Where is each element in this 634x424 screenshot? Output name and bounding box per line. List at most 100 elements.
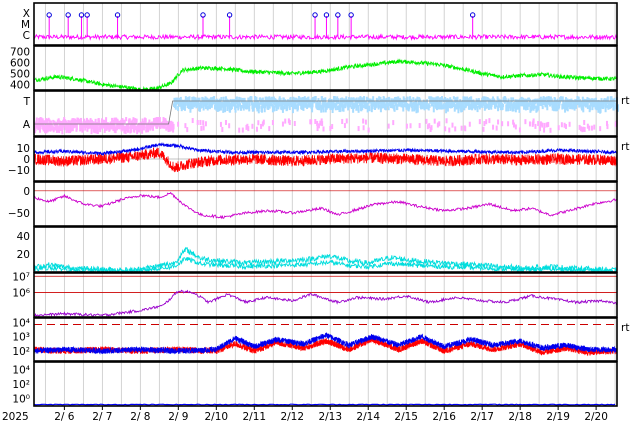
sector-t-mark [406, 96, 409, 102]
sector-t-mark [496, 100, 499, 104]
sector-t-mark [349, 100, 352, 108]
sector-t-mark [483, 96, 486, 103]
sector-t-mark [547, 101, 550, 105]
sector-a-mark [125, 117, 128, 122]
sector-a-mark [85, 117, 88, 125]
sector-a-mark [436, 122, 439, 128]
sector-t-mark [468, 96, 471, 103]
sector-t-mark [346, 100, 349, 108]
sector-a-mark [316, 126, 319, 132]
sector-a-mark [202, 120, 205, 126]
sector-t-mark [250, 101, 253, 106]
sector-a-mark [160, 121, 163, 126]
sector-t-mark [174, 103, 177, 110]
sector-t-mark [556, 105, 559, 112]
sector-t-mark [293, 97, 296, 106]
sector-t-mark [329, 105, 332, 109]
sector-a-mark [514, 124, 517, 130]
flare-marker [78, 12, 85, 18]
sector-t-mark [364, 100, 367, 104]
sector-t-mark [387, 104, 390, 111]
sector-t-mark [520, 103, 523, 107]
sector-t-mark [493, 99, 496, 104]
sector-t-mark [577, 100, 580, 106]
sector-t-mark [285, 100, 288, 106]
sector-t-mark [202, 104, 205, 111]
sector-t-mark [481, 97, 484, 103]
flare-marker [348, 12, 354, 18]
flare-marker [469, 12, 476, 18]
x-tick-label: 2/ 7 [92, 411, 112, 423]
sector-a-mark [54, 126, 57, 131]
sector-a-mark [55, 125, 58, 133]
sector-t-mark [507, 105, 510, 112]
sector-t-mark [194, 102, 197, 107]
sector-a-mark [83, 118, 86, 127]
sector-t-mark [275, 104, 278, 112]
sector-a-mark [158, 117, 161, 124]
sector-t-mark [231, 98, 234, 107]
sector-t-mark [537, 103, 540, 111]
sector-t-mark [395, 96, 398, 102]
panel-ylabel: A [23, 119, 31, 131]
sector-a-mark [257, 120, 260, 126]
sector-t-mark [239, 97, 242, 101]
panel-frame [33, 90, 618, 137]
sector-t-mark [424, 101, 427, 105]
x-axis: 2025 2/ 6 2/ 7 2/ 8 2/ 9 2/10 2/11 2/12 2/13 2/14… [2, 406, 608, 423]
sector-a-mark [580, 126, 583, 132]
sector-a-mark [513, 122, 516, 128]
sector-t-mark [355, 105, 358, 111]
bt-series [33, 141, 618, 157]
panel-ylabel: C [23, 30, 30, 42]
sector-t-mark [339, 104, 342, 113]
sector-t-mark [611, 98, 614, 102]
sector-a-mark [482, 126, 485, 132]
sector-t-mark [430, 96, 433, 105]
sector-t-mark [274, 98, 277, 107]
sector-t-mark [206, 105, 209, 111]
sector-t-mark [566, 105, 569, 112]
sector-t-mark [449, 97, 452, 102]
sector-t-mark [487, 103, 490, 110]
sector-a-mark [578, 124, 581, 130]
x-tick-label: 2/15 [394, 411, 418, 423]
panel-ylabel: 10⁰ [12, 394, 30, 406]
panel-frame [33, 136, 618, 182]
sector-t-mark [526, 102, 529, 111]
sector-t-mark [390, 98, 393, 103]
sector-t-mark [260, 105, 263, 113]
sector-t-mark [288, 105, 291, 111]
panel-proton-flux: 40 20 [17, 226, 618, 275]
sector-t-mark [573, 105, 576, 111]
sector-a-mark [116, 124, 119, 131]
sector-t-mark [368, 105, 371, 112]
sector-a-mark [405, 123, 408, 129]
sector-a-mark [512, 119, 515, 125]
sector-t-mark [482, 101, 485, 105]
sector-a-mark [44, 126, 47, 134]
sector-t-mark [359, 96, 362, 103]
sector-a-mark [524, 119, 527, 125]
sector-t-mark [226, 105, 229, 111]
sector-a-mark [81, 126, 84, 133]
x-tick-label: 2/12 [280, 411, 304, 423]
sector-a-mark [52, 126, 55, 133]
sector-t-mark [188, 96, 191, 104]
sector-t-mark [439, 101, 442, 110]
sector-a-mark [219, 121, 222, 127]
sector-a-mark [131, 119, 134, 123]
sector-a-mark [319, 120, 322, 126]
sector-t-mark [604, 104, 607, 113]
sector-a-mark [44, 118, 47, 124]
sector-t-mark [411, 104, 414, 112]
sector-t-mark [375, 102, 378, 107]
speed-series [33, 58, 618, 92]
panel-ylabel: 10 [17, 143, 30, 155]
flare-marker [226, 12, 233, 18]
panel-ylabel: −10 [8, 165, 30, 177]
panel-ylabel: 0 [23, 154, 30, 166]
sector-a-mark [343, 123, 346, 129]
sector-t-mark [419, 100, 422, 108]
